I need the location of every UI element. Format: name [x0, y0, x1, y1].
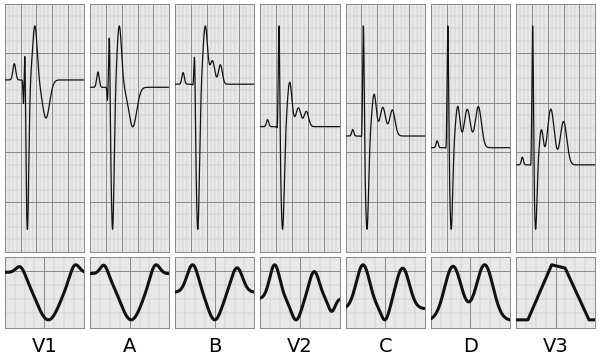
Text: D: D — [463, 337, 478, 356]
Text: V1: V1 — [32, 337, 57, 356]
Text: V2: V2 — [287, 337, 313, 356]
Text: V3: V3 — [543, 337, 568, 356]
Text: B: B — [208, 337, 221, 356]
Text: A: A — [123, 337, 136, 356]
Text: C: C — [379, 337, 392, 356]
